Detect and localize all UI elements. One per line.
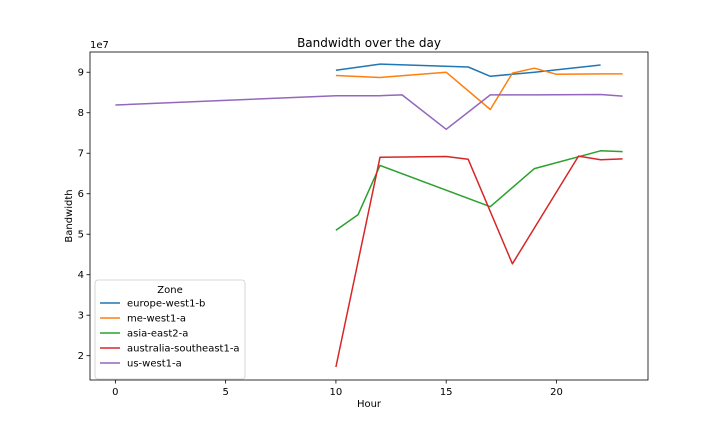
legend-label: europe-west1-b (127, 299, 205, 310)
series-line-us-west1-a (115, 93, 623, 131)
x-tick-label: 10 (330, 387, 343, 398)
x-tick-label: 5 (222, 387, 228, 398)
x-tick-label: 20 (550, 387, 563, 398)
series-line-me-west1-a (335, 67, 623, 111)
y-tick-label: 8 (78, 108, 84, 119)
series-line-asia-east2-a (335, 150, 623, 231)
y-axis-label: Bandwidth (64, 189, 75, 242)
legend-box (94, 279, 246, 380)
x-tick-label: 15 (440, 387, 453, 398)
y-tick-label: 9 (78, 68, 84, 79)
y-offset-label: 1e7 (90, 40, 109, 51)
y-tick-label: 4 (78, 270, 84, 281)
y-tick-label: 5 (78, 230, 84, 241)
x-axis-label: Hour (357, 399, 382, 410)
x-tick-label: 0 (112, 387, 118, 398)
series-layer (115, 63, 623, 368)
legend-label: australia-southeast1-a (127, 344, 240, 355)
chart-title: Bandwidth over the day (297, 36, 441, 50)
legend-label: me-west1-a (127, 314, 186, 325)
legend-label: us-west1-a (127, 359, 182, 370)
series-line-australia-southeast1-a (335, 155, 623, 368)
y-tick-label: 2 (78, 351, 84, 362)
legend: Zone europe-west1-b me-west1-a asia-east2-a… (94, 279, 246, 380)
plot-frame (89, 51, 649, 381)
legend-label: asia-east2-a (127, 329, 188, 340)
legend-title: Zone (157, 285, 182, 296)
axes-layer: 0 5 10 15 20 2 3 4 5 6 7 8 9 (78, 51, 649, 398)
y-tick-label: 6 (78, 189, 84, 200)
y-tick-label: 3 (78, 311, 84, 322)
y-tick-label: 7 (78, 149, 84, 160)
